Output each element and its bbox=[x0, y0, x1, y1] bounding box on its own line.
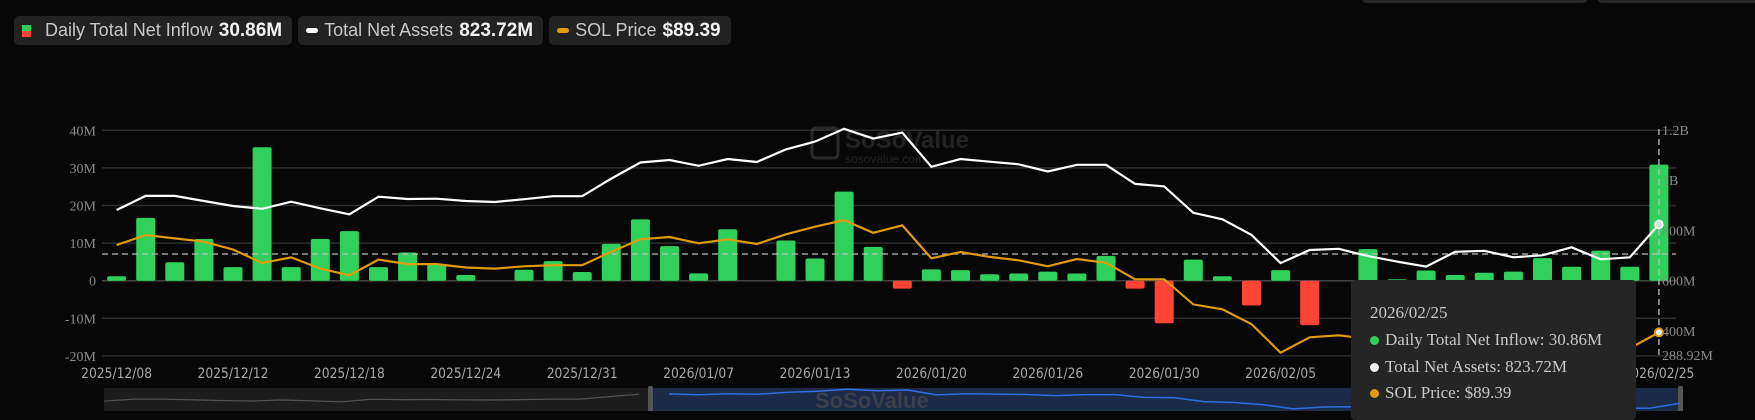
inflow-bar bbox=[224, 267, 243, 281]
tooltip-row-inflow: Daily Total Net Inflow: 30.86M bbox=[1370, 330, 1602, 350]
left-axis-tick-label: 0 bbox=[89, 275, 96, 290]
inflow-bar bbox=[1562, 267, 1581, 281]
inflow-bar bbox=[1155, 281, 1174, 323]
inflow-bar bbox=[311, 239, 330, 281]
inflow-bar bbox=[136, 218, 155, 281]
inflow-bar bbox=[1038, 272, 1057, 281]
inflow-bar bbox=[573, 272, 592, 281]
x-axis-tick-label: 2025/12/12 bbox=[198, 366, 269, 382]
inflow-bar bbox=[1009, 274, 1028, 281]
tooltip-row-assets: Total Net Assets: 823.72M bbox=[1370, 357, 1567, 377]
x-axis-tick-label: 2025/12/08 bbox=[81, 366, 152, 382]
inflow-bar bbox=[1591, 251, 1610, 281]
inflow-bar bbox=[689, 273, 708, 280]
right-axis-tick-label: 800M bbox=[1662, 224, 1696, 239]
left-axis-tick-label: 40M bbox=[70, 124, 97, 139]
left-axis-tick-label: -20M bbox=[65, 350, 97, 365]
inflow-bar bbox=[806, 259, 825, 281]
assets-dot-icon bbox=[1370, 363, 1379, 372]
tooltip-row-price: SOL Price: $89.39 bbox=[1370, 383, 1511, 403]
right-axis-tick-label: 1.2B bbox=[1662, 124, 1689, 139]
x-axis-tick-label: 2026/01/07 bbox=[663, 366, 734, 382]
tooltip-price: SOL Price: $89.39 bbox=[1385, 383, 1511, 403]
inflow-bar bbox=[980, 274, 999, 280]
tooltip-assets: Total Net Assets: 823.72M bbox=[1385, 357, 1567, 377]
inflow-bar bbox=[107, 276, 126, 281]
inflow-bar bbox=[1184, 260, 1203, 281]
left-axis-tick-label: -10M bbox=[65, 312, 97, 327]
inflow-bar bbox=[1300, 281, 1319, 325]
x-axis-tick-label: 2026/01/13 bbox=[780, 366, 851, 382]
left-axis-tick-label: 30M bbox=[70, 162, 97, 177]
inflow-bar bbox=[515, 270, 534, 281]
inflow-bar bbox=[776, 240, 795, 280]
x-axis-tick-label: 2025/12/18 bbox=[314, 366, 385, 382]
inflow-bar bbox=[544, 261, 563, 281]
inflow-bar bbox=[1271, 270, 1290, 281]
tooltip-date: 2026/02/25 bbox=[1370, 303, 1447, 323]
right-axis-tick-label: 288.92M bbox=[1662, 349, 1714, 364]
inflow-bar bbox=[835, 192, 854, 281]
right-axis-tick-label: 600M bbox=[1662, 275, 1696, 290]
inflow-bar bbox=[1126, 281, 1145, 289]
x-axis-tick-label: 2026/01/26 bbox=[1012, 366, 1083, 382]
inflow-bar bbox=[1097, 256, 1116, 281]
inflow-bar bbox=[398, 253, 417, 281]
inflow-bar bbox=[282, 267, 301, 281]
inflow-bar bbox=[1533, 258, 1552, 281]
x-axis-tick-label: 2025/12/24 bbox=[430, 366, 501, 382]
x-axis-tick-label: 2025/12/31 bbox=[547, 366, 618, 382]
x-axis-tick-label: 2026/02/05 bbox=[1245, 366, 1316, 382]
inflow-bar bbox=[893, 281, 912, 289]
tooltip: 2026/02/25 Daily Total Net Inflow: 30.86… bbox=[1351, 280, 1636, 420]
inflow-bar bbox=[951, 270, 970, 281]
inflow-bar bbox=[922, 269, 941, 280]
inflow-bar bbox=[660, 246, 679, 281]
right-axis-tick-label: 1B bbox=[1662, 174, 1678, 189]
inflow-bar bbox=[1213, 276, 1232, 281]
inflow-bar bbox=[718, 229, 737, 281]
inflow-dot-icon bbox=[1370, 336, 1379, 345]
inflow-bar bbox=[427, 264, 446, 281]
inflow-bar bbox=[194, 239, 213, 281]
price-dot-icon bbox=[1370, 389, 1379, 398]
inflow-bar bbox=[631, 219, 650, 280]
inflow-bar bbox=[369, 267, 388, 281]
inflow-bar bbox=[1067, 274, 1086, 281]
inflow-bar bbox=[1242, 281, 1261, 306]
watermark-site: sosovalue.com bbox=[845, 152, 925, 166]
navigator-right-handle[interactable] bbox=[1678, 386, 1683, 411]
inflow-bar bbox=[165, 262, 184, 280]
x-axis-tick-label: 2026/01/20 bbox=[896, 366, 967, 382]
left-axis-tick-label: 20M bbox=[70, 200, 97, 215]
navigator-left-handle[interactable] bbox=[648, 386, 653, 411]
x-axis-tick-label: 2026/01/30 bbox=[1129, 366, 1200, 382]
inflow-bar bbox=[1620, 267, 1639, 281]
inflow-bar bbox=[864, 247, 883, 281]
watermark-brand: SoSoValue bbox=[845, 127, 969, 154]
tooltip-inflow: Daily Total Net Inflow: 30.86M bbox=[1385, 330, 1602, 350]
left-axis-tick-label: 10M bbox=[70, 237, 97, 252]
right-axis-tick-label: 400M bbox=[1662, 325, 1696, 340]
inflow-bar bbox=[456, 275, 475, 281]
